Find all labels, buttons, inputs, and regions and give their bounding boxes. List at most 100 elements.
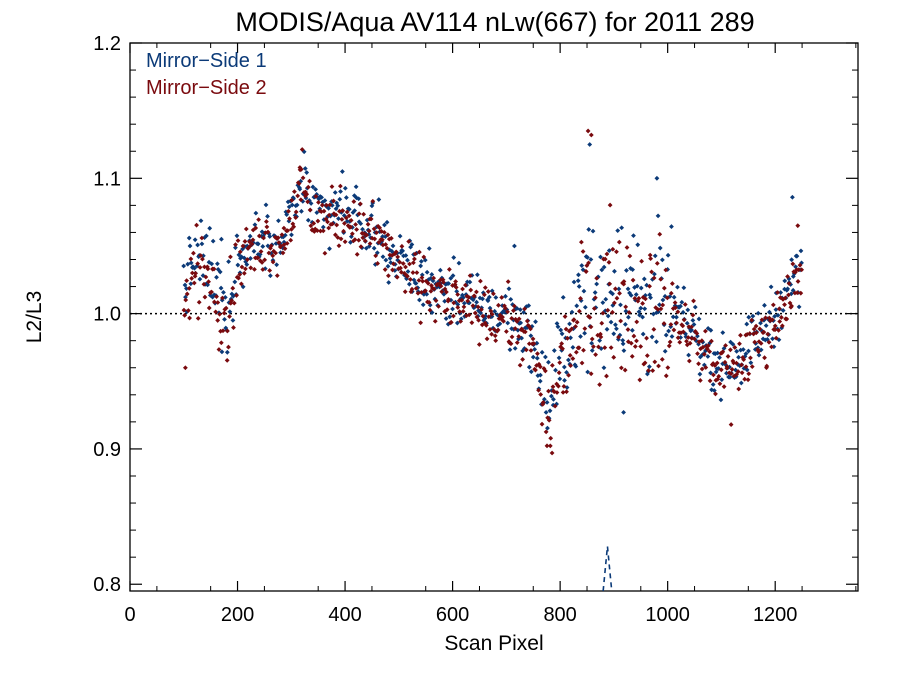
mirror-side-1-point [568, 335, 573, 341]
mirror-side-2-point [478, 278, 483, 284]
mirror-side-2-point [573, 349, 579, 355]
mirror-side-2-point [769, 344, 774, 350]
mirror-side-1-point [507, 347, 513, 353]
mirror-side-2-point [499, 295, 505, 300]
mirror-side-2-point [651, 326, 657, 332]
mirror-side-2-point [231, 300, 237, 306]
mirror-side-2-point [576, 308, 582, 314]
mirror-side-2-point [206, 279, 211, 285]
mirror-side-1-point [597, 338, 603, 343]
mirror-side-1-point [598, 254, 603, 260]
mirror-side-2-point [614, 295, 620, 301]
mirror-side-2-point [311, 220, 317, 226]
mirror-side-1-point [424, 269, 430, 275]
mirror-side-2-point [790, 261, 796, 267]
mirror-side-2-point [397, 259, 403, 265]
mirror-side-2-point [610, 309, 615, 315]
x-tick-label: 600 [436, 604, 469, 626]
mirror-side-2-point [343, 215, 349, 221]
mirror-side-2-point [503, 329, 509, 334]
mirror-side-2-point [526, 341, 532, 347]
mirror-side-2-point [758, 340, 764, 346]
mirror-side-1-point [251, 248, 257, 254]
mirror-side-1-point [533, 319, 538, 325]
mirror-side-1-point [615, 228, 621, 234]
mirror-side-2-point [573, 324, 578, 329]
mirror-side-2-point [468, 287, 474, 293]
mirror-side-2-point [539, 421, 545, 427]
mirror-side-2-point [256, 233, 262, 239]
mirror-side-1-point [648, 295, 653, 301]
mirror-side-1-point [282, 232, 288, 238]
mirror-side-1-point [657, 302, 662, 308]
mirror-side-2-point [569, 326, 575, 332]
mirror-side-2-point [412, 256, 417, 262]
mirror-side-1-point [267, 273, 273, 279]
mirror-side-2-point [223, 305, 229, 311]
mirror-side-1-point [663, 332, 669, 338]
mirror-side-2-point [261, 235, 266, 241]
mirror-side-1-point [652, 271, 657, 277]
mirror-side-1-point [719, 377, 725, 383]
mirror-side-1-point [559, 348, 565, 353]
mirror-side-2-point [453, 284, 459, 290]
mirror-side-2-point [598, 334, 604, 340]
mirror-side-2-point [565, 335, 570, 341]
mirror-side-1-point [286, 218, 292, 224]
mirror-side-2-point [522, 306, 527, 312]
mirror-side-2-point [425, 280, 431, 286]
mirror-side-2-point [608, 345, 614, 351]
mirror-side-2-point [621, 281, 627, 287]
mirror-side-2-point [229, 298, 235, 303]
mirror-side-2-point [296, 181, 302, 186]
mirror-side-1-point [494, 312, 500, 318]
mirror-side-2-point [438, 277, 443, 283]
mirror-side-2-point [337, 183, 343, 189]
mirror-side-1-point [182, 282, 188, 288]
mirror-side-2-point [651, 275, 657, 281]
mirror-side-1-point [355, 212, 361, 218]
mirror-side-2-point [618, 318, 624, 324]
mirror-side-2-point [440, 277, 446, 283]
mirror-side-2-point [305, 184, 311, 190]
mirror-side-2-point [613, 286, 618, 292]
mirror-side-2-point [505, 309, 510, 315]
mirror-side-2-point [761, 329, 767, 335]
mirror-side-1-point [549, 393, 554, 399]
mirror-side-2-point [762, 355, 767, 361]
mirror-side-1-point [512, 345, 518, 351]
mirror-side-2-point [753, 330, 759, 336]
mirror-side-1-point [308, 201, 314, 206]
mirror-side-2-point [189, 270, 195, 276]
mirror-side-2-point [748, 355, 753, 361]
mirror-side-2-point [340, 208, 346, 214]
mirror-side-2-point [485, 289, 491, 294]
mirror-side-2-point [586, 260, 591, 266]
mirror-side-2-point [555, 383, 561, 389]
mirror-side-2-point [695, 351, 700, 357]
mirror-side-2-point [319, 202, 325, 208]
mirror-side-1-point [387, 255, 393, 261]
mirror-side-1-point [580, 267, 586, 273]
mirror-side-1-point [780, 308, 786, 313]
mirror-side-2-point [658, 306, 664, 312]
mirror-side-1-point [635, 242, 641, 248]
mirror-side-1-point [273, 241, 279, 246]
mirror-side-2-point [528, 348, 534, 353]
mirror-side-2-point [471, 293, 477, 299]
mirror-side-2-point [305, 199, 311, 205]
mirror-side-2-point [638, 344, 644, 349]
mirror-side-1-point [327, 246, 332, 252]
mirror-side-1-point [565, 357, 571, 363]
x-tick-label: 200 [221, 604, 254, 626]
mirror-side-1-point [219, 349, 225, 355]
mirror-side-2-point [318, 209, 324, 215]
mirror-side-2-point [690, 312, 696, 318]
mirror-side-2-point [193, 270, 198, 276]
mirror-side-2-point [335, 235, 341, 240]
mirror-side-2-point [346, 213, 352, 219]
mirror-side-2-point [491, 326, 497, 332]
mirror-side-2-point [589, 336, 595, 342]
mirror-side-2-point [659, 357, 665, 362]
mirror-side-1-point [612, 268, 617, 274]
